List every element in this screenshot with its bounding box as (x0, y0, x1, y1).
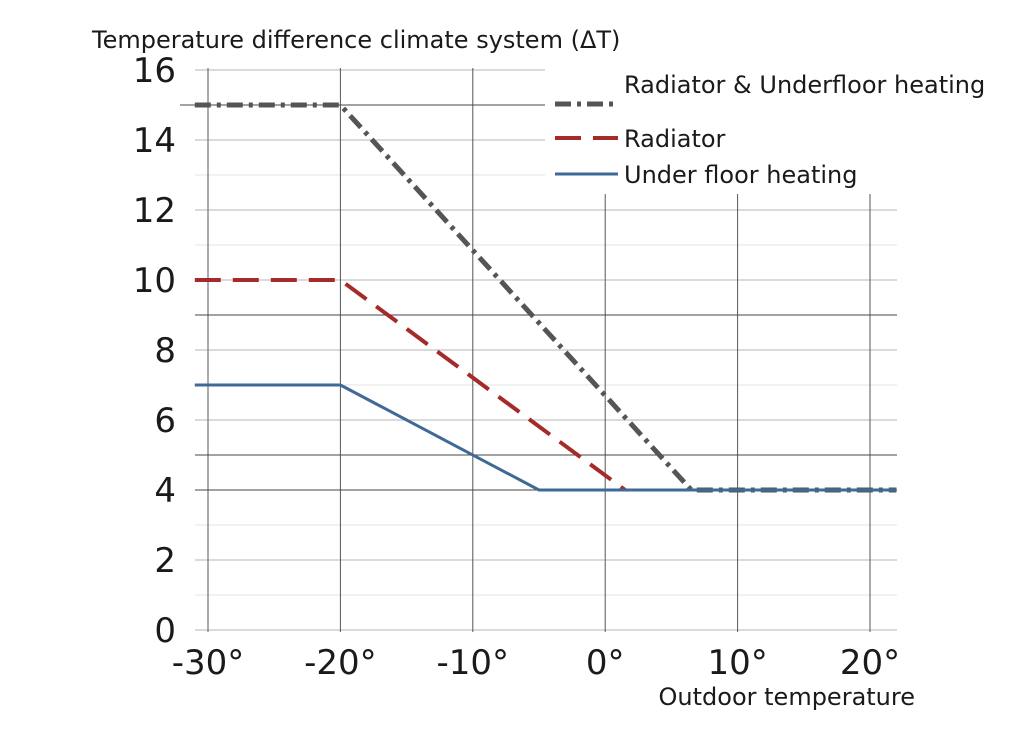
y-axis-title: Temperature difference climate system (Δ… (91, 26, 620, 54)
series-layer (194, 102, 897, 493)
series-line-3 (194, 383, 897, 492)
legend-box (545, 64, 915, 194)
tick-labels: 0 2 4 6 8 10 12 14 16 -30° -20° -10° 0° 10° 20° (133, 51, 900, 683)
x-tick-label: -10° (437, 643, 510, 683)
x-tick-label: 10° (707, 643, 767, 683)
y-tick-label: 10 (133, 261, 176, 301)
y-tick-label: 14 (133, 121, 176, 161)
legend-background (545, 64, 915, 194)
x-axis-title: Outdoor temperature (659, 683, 915, 711)
y-tick-label: 8 (154, 331, 176, 371)
y-tick-label: 16 (133, 51, 176, 91)
y-tick-label: 0 (154, 611, 176, 651)
y-tick-label: 4 (154, 471, 176, 511)
legend-label-3: Under floor heating (624, 161, 857, 189)
legend: Radiator & Underfloor heating Radiator Und… (555, 71, 985, 189)
y-tick-label: 12 (133, 191, 176, 231)
series-line-2 (194, 278, 627, 492)
legend-label-2: Radiator (624, 125, 726, 153)
legend-label-1: Radiator & Underfloor heating (624, 71, 985, 99)
y-tick-label: 2 (154, 541, 176, 581)
x-tick-label: -20° (304, 643, 377, 683)
y-tick-label: 6 (154, 401, 176, 441)
x-tick-label: 0° (586, 643, 625, 683)
x-tick-label: 20° (840, 643, 900, 683)
x-tick-label: -30° (172, 643, 245, 683)
